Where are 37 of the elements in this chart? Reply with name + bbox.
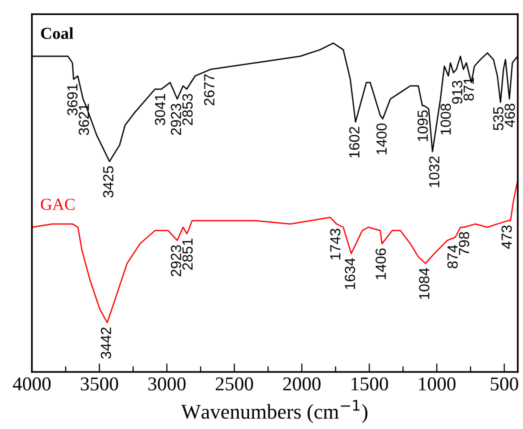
x-tick-label: 3000 <box>148 377 186 390</box>
x-axis-title: Wavenumbers (cm$^{−1}$) <box>181 400 368 424</box>
annotation: 1008 <box>440 104 451 134</box>
annotation: 2851 <box>182 238 193 270</box>
annotation: 535 <box>493 107 504 130</box>
annotation: 1743 <box>330 228 340 260</box>
annotation: 473 <box>502 225 512 249</box>
annotation: 3425 <box>103 166 114 198</box>
annotation: 3621 <box>78 104 90 136</box>
annotation: 2677 <box>204 74 214 106</box>
annotation: 1095 <box>418 110 428 142</box>
series-label: GAC <box>40 198 75 210</box>
x-tick-label: 2500 <box>216 377 254 390</box>
x-tick-label: 1500 <box>352 377 388 390</box>
annotation: 871 <box>464 78 474 101</box>
x-tick-label: 3500 <box>80 377 118 390</box>
annotation: 913 <box>452 80 462 104</box>
annotation: 1406 <box>376 248 386 280</box>
annotation: 3442 <box>100 328 112 359</box>
series-label: Coal <box>41 27 74 39</box>
annotation: 3691 <box>67 84 78 116</box>
annotation: 3041 <box>154 94 166 126</box>
x-tick-label: 1000 <box>419 377 456 390</box>
annotation: 2923 <box>170 245 182 276</box>
annotation: 1400 <box>376 123 387 154</box>
annotation: 1634 <box>344 258 356 290</box>
annotation: 1602 <box>349 126 360 158</box>
annotation: 798 <box>458 232 470 255</box>
annotation: 874 <box>447 244 458 268</box>
annotation: 2923 <box>170 104 182 135</box>
annotation: 468 <box>504 104 515 128</box>
annotation: 1032 <box>429 156 440 188</box>
x-tick-label: 500 <box>490 377 518 390</box>
annotation: 1084 <box>419 268 430 299</box>
x-tick-label: 2000 <box>283 377 321 390</box>
annotation: 2853 <box>182 94 193 126</box>
x-tick-label: 4000 <box>12 377 51 390</box>
